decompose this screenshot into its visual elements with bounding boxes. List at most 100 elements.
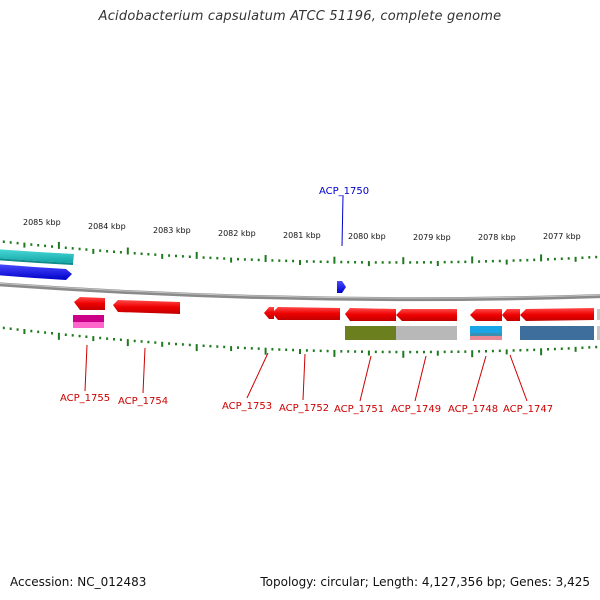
gene-acp-1753[interactable]: [264, 307, 274, 319]
minor-tick: [44, 331, 47, 334]
minor-tick: [319, 349, 322, 353]
minor-tick: [9, 327, 12, 330]
minor-tick: [595, 255, 598, 259]
minor-tick: [581, 346, 584, 349]
minor-tick: [595, 345, 598, 349]
major-tick: [402, 257, 405, 265]
gene-label-acp-1750[interactable]: ACP_1750: [319, 186, 369, 197]
leader-acp-1750: [341, 195, 344, 247]
minor-tick: [106, 337, 109, 340]
minor-tick: [16, 241, 19, 245]
minor-tick: [319, 260, 322, 263]
minor-tick: [326, 260, 329, 264]
gene-label-acp-1751[interactable]: ACP_1751: [334, 404, 384, 415]
minor-tick: [416, 261, 419, 264]
gene-label-acp-1753[interactable]: ACP_1753: [222, 401, 272, 412]
minor-tick: [216, 345, 219, 348]
leader-acp-1755: [84, 344, 88, 392]
lower-tick-track: [2, 326, 598, 358]
major-tick: [333, 349, 336, 357]
minor-tick: [2, 326, 5, 330]
minor-tick: [567, 347, 570, 350]
minor-tick: [533, 348, 536, 352]
minor-tick: [347, 350, 350, 353]
minor-tick: [51, 245, 53, 248]
minor-tick: [188, 343, 191, 347]
minor-tick: [409, 261, 412, 264]
minor-tick: [512, 259, 515, 262]
gene-label-acp-1755[interactable]: ACP_1755: [60, 393, 110, 404]
gene-label-acp-1749[interactable]: ACP_1749: [391, 404, 441, 415]
minor-tick: [278, 348, 281, 351]
gene-edge-fragment: [597, 309, 600, 320]
gene-acp-1747-a[interactable]: [502, 309, 520, 321]
minor-tick: [85, 335, 88, 338]
gene-acp-1747[interactable]: [520, 308, 594, 321]
tick-label: 2078 kbp: [478, 233, 516, 242]
gene-cyan[interactable]: [0, 249, 74, 265]
minor-tick: [243, 258, 246, 261]
feature-pink: [73, 322, 104, 328]
minor-tick: [250, 347, 253, 350]
minor-tick: [243, 346, 246, 350]
tick-label: 2081 kbp: [283, 231, 321, 240]
minor-tick: [23, 242, 26, 248]
minor-tick: [374, 350, 377, 354]
gene-acp-1750[interactable]: [337, 281, 346, 293]
minor-tick: [37, 244, 40, 247]
genome-title: Acidobacterium capsulatum ATCC 51196, co…: [98, 9, 502, 24]
minor-tick: [257, 347, 260, 350]
minor-tick: [202, 344, 205, 347]
gene-acp-1751[interactable]: [345, 308, 396, 321]
leader-acp-1751: [359, 355, 372, 402]
gene-blue[interactable]: [0, 264, 72, 280]
minor-tick: [119, 338, 122, 341]
gene-label-acp-1748[interactable]: ACP_1748: [448, 404, 498, 415]
minor-tick: [478, 350, 481, 353]
minor-tick: [388, 350, 391, 354]
minor-tick: [381, 350, 384, 354]
genome-stats-text: Topology: circular; Length: 4,127,356 bp…: [260, 575, 590, 589]
minor-tick: [443, 350, 446, 354]
gene-acp-1755[interactable]: [74, 297, 105, 310]
minor-tick: [464, 260, 467, 264]
minor-tick: [526, 348, 529, 352]
minor-tick: [526, 258, 529, 262]
gene-acp-1754[interactable]: [113, 300, 180, 314]
major-tick: [540, 254, 543, 262]
minor-tick: [237, 346, 239, 349]
minor-tick: [395, 261, 398, 264]
minor-tick: [547, 258, 549, 261]
minor-tick: [71, 334, 74, 337]
leader-acp-1752: [302, 353, 306, 401]
minor-tick: [423, 350, 425, 354]
minor-tick: [257, 258, 260, 262]
minor-tick: [374, 261, 377, 264]
minor-tick: [388, 261, 391, 264]
minor-tick: [292, 348, 295, 352]
accession-text: Accession: NC_012483: [10, 575, 147, 589]
minor-tick: [147, 340, 150, 344]
feature-cyan: [470, 326, 502, 333]
gene-label-acp-1747[interactable]: ACP_1747: [503, 404, 553, 415]
minor-tick: [119, 251, 122, 254]
gene-acp-1752[interactable]: [272, 307, 340, 320]
upper-tick-track: [2, 240, 598, 267]
gene-label-acp-1752[interactable]: ACP_1752: [279, 403, 329, 414]
minor-tick: [209, 344, 212, 348]
minor-tick: [181, 255, 184, 258]
minor-tick: [429, 350, 432, 354]
minor-tick: [367, 261, 370, 267]
gene-acp-1749[interactable]: [396, 309, 457, 321]
feature-teal: [470, 333, 502, 336]
minor-tick: [30, 329, 33, 333]
minor-tick: [230, 257, 233, 263]
major-tick: [57, 241, 60, 249]
minor-tick: [44, 244, 47, 248]
minor-tick: [485, 350, 487, 353]
major-tick: [57, 332, 60, 340]
minor-tick: [30, 243, 33, 246]
minor-tick: [581, 256, 584, 259]
gene-acp-1748[interactable]: [470, 309, 502, 321]
gene-label-acp-1754[interactable]: ACP_1754: [118, 396, 168, 407]
